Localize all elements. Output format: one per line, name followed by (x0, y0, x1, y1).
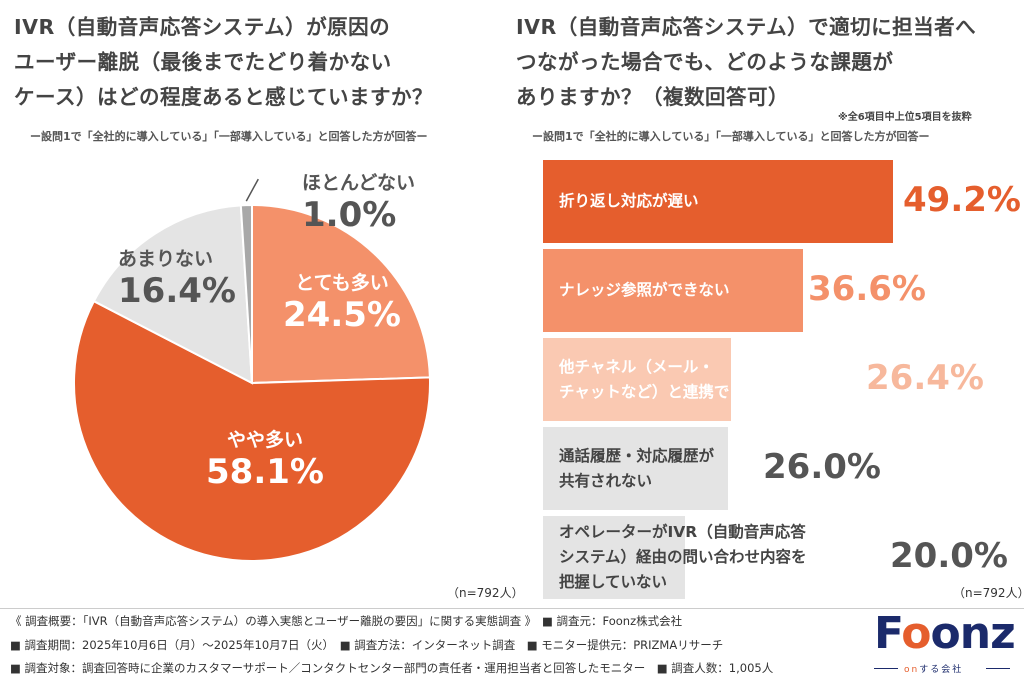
bar-label-line: システム）経由の問い合わせ内容を (559, 548, 807, 566)
footer-survey-period: ■ 調査期間：2025年10月6日（月）〜2025年10月7日（火） ■ 調査方… (10, 638, 724, 652)
bar-label-5: オペレーターがIVR（自動音声応答 システム）経由の問い合わせ内容を 把握していない (559, 520, 807, 595)
bar-label-line: 把握していない (559, 573, 668, 591)
bar-label-4: 通話履歴・対応履歴が 共有されない (559, 444, 714, 494)
bar-label-line: ナレッジ参照ができない (559, 281, 730, 299)
left-sample-size: （n=792人） (447, 586, 524, 600)
pie-slice-not-much (92, 204, 254, 385)
bar-label-line: チャットなど）と連携できない (559, 382, 776, 401)
bar-value-2: 36.6% (808, 268, 926, 309)
pie-label-percent: 16.4% (118, 271, 236, 311)
bar-label-2: ナレッジ参照ができない (559, 278, 730, 303)
pie-label-name: ほとんどない (302, 172, 416, 194)
pie-label-percent: 24.5% (283, 295, 401, 335)
bar-1 (543, 160, 893, 243)
right-chart-subtitle: ー設問1で「全社的に導入している」「一部導入している」と回答した方が回答ー (532, 130, 930, 143)
pie-slice-very-many (251, 203, 431, 385)
bar-value-1: 49.2% (903, 179, 1021, 220)
right-title-line-2: つながった場合でも、どのような課題が (516, 50, 894, 74)
pie-slice-almost-none (239, 203, 253, 384)
pie-label-percent: 1.0% (302, 195, 397, 235)
foonz-logo: Foonz onする会社 (874, 608, 1016, 678)
right-title-line-3: ありますか？（複数回答可） (516, 85, 789, 109)
logo-rule-right (986, 668, 1010, 669)
left-title-line-3: ケース）はどの程度あると感じていますか？ (14, 85, 433, 109)
left-chart-title: IVR（自動音声応答システム）が原因の ユーザー離脱（最後までたどり着かない ケ… (14, 10, 484, 115)
bar-3 (543, 338, 731, 421)
logo-wordmark: Foonz (874, 608, 1016, 659)
bar-2 (543, 249, 804, 332)
pie-leader-line (245, 178, 259, 202)
right-sample-size: （n=792人） (953, 586, 1024, 600)
bar-label-1: 折り返し対応が遅い (559, 189, 699, 214)
right-chart-title: IVR（自動音声応答システム）で適切に担当者へ つながった場合でも、どのような課… (516, 10, 1016, 115)
right-title-line-1: IVR（自動音声応答システム）で適切に担当者へ (516, 15, 977, 39)
right-chart-note: ※全6項目中上位5項目を抜粋 (838, 112, 972, 123)
pie-label-very-many: とても多い 24.5% (282, 268, 402, 335)
bar-label-line: オペレーターがIVR（自動音声応答 (559, 523, 806, 541)
bar-label-3: 他チャネル（メール・チャットなど）と連携できない (559, 355, 776, 405)
bar-label-line: 共有されない (559, 471, 653, 490)
bar-value-5: 20.0% (890, 535, 1008, 576)
pie-label-somewhat-many: やや多い 58.1% (205, 425, 325, 492)
bar-label-line: 他チャネル（メール・ (559, 357, 714, 376)
logo-tagline: onする会社 (904, 665, 964, 675)
footer-survey-overview: 《 調査概要：「IVR（自動音声応答システム）の導入実態とユーザー離脱の要因」に… (10, 614, 683, 628)
pie-label-name: とても多い (295, 272, 389, 294)
bar-5 (543, 516, 686, 599)
bar-value-4: 26.0% (763, 446, 881, 487)
footer-divider (0, 608, 1024, 609)
pie-label-not-much: あまりない 16.4% (118, 244, 248, 311)
bar-value-3: 26.4% (866, 357, 984, 398)
pie-label-name: やや多い (226, 429, 303, 451)
pie-label-percent: 58.1% (206, 452, 324, 492)
bar-label-line: 通話履歴・対応履歴が (559, 446, 715, 465)
pie-label-name: あまりない (118, 248, 214, 270)
left-chart-subtitle: ー設問1で「全社的に導入している」「一部導入している」と回答した方が回答ー (30, 130, 428, 143)
pie-chart (73, 178, 431, 562)
pie-slice-somewhat-many (73, 299, 431, 562)
logo-rule-left (874, 668, 898, 669)
bar-4 (543, 427, 728, 510)
pie-label-almost-none: ほとんどない 1.0% (302, 168, 452, 235)
bar-label-line: 折り返し対応が遅い (559, 192, 699, 210)
left-title-line-1: IVR（自動音声応答システム）が原因の (14, 15, 391, 39)
footer-survey-target: ■ 調査対象：調査回答時に企業のカスタマーサポート／コンタクトセンター部門の責任… (10, 661, 774, 675)
left-title-line-2: ユーザー離脱（最後までたどり着かない (14, 50, 392, 74)
